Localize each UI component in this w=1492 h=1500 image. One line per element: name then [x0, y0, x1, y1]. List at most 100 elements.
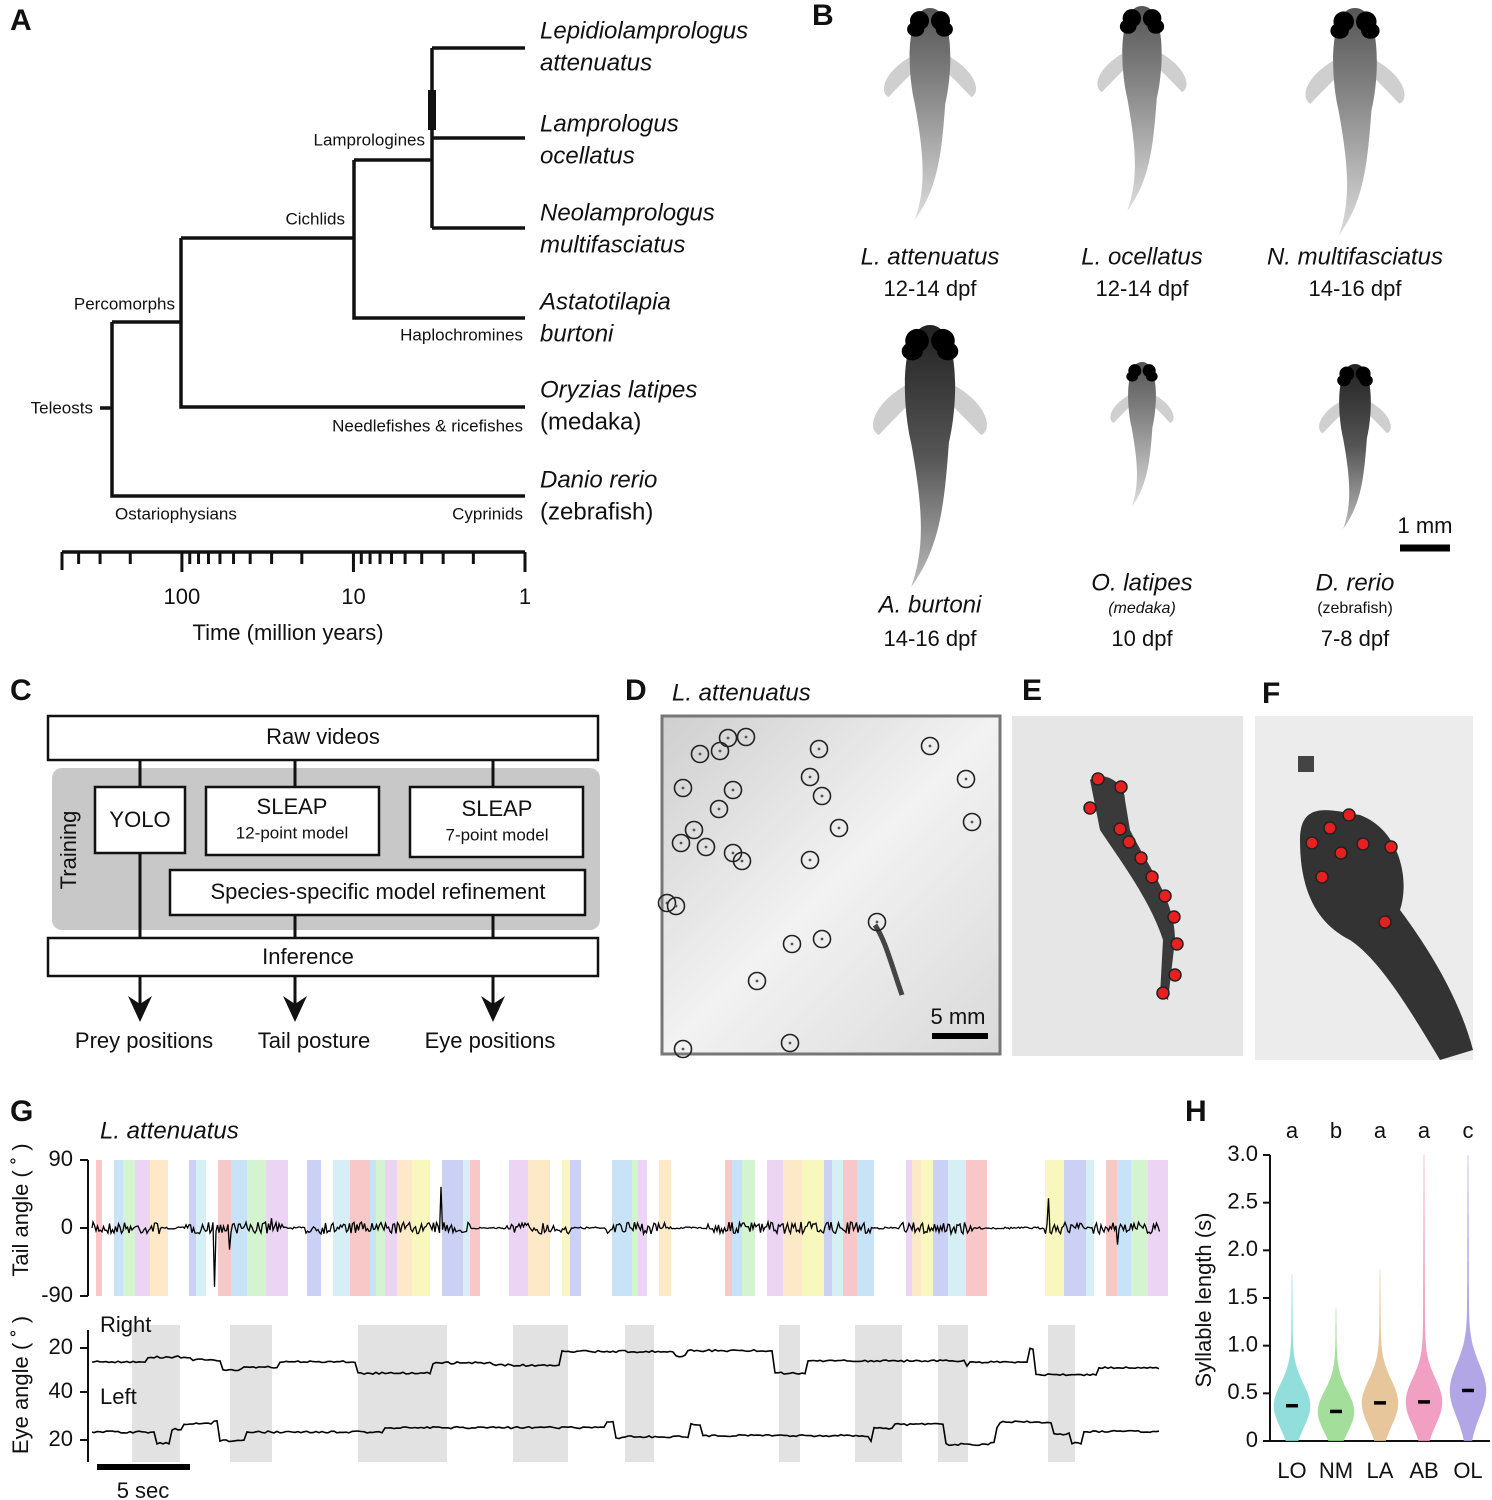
prey-circle [709, 799, 729, 819]
prey-circle [673, 1039, 693, 1059]
syllable-band [659, 1160, 671, 1296]
box-label: SLEAP [462, 796, 533, 821]
fin [873, 382, 987, 436]
output-label: Eye positions [425, 1028, 556, 1053]
species-name: Oryzias latipes [540, 376, 697, 403]
keypoint [1134, 851, 1148, 865]
tick-label: 1.0 [1227, 1331, 1258, 1356]
saccade-shade [938, 1325, 968, 1462]
prey-dot [755, 979, 759, 983]
common-name: (zebrafish) [1317, 600, 1393, 617]
keypoint [1158, 889, 1172, 903]
panel-label: E [1022, 674, 1042, 707]
keypoint [1334, 846, 1348, 860]
species-name: D. rerio [1316, 569, 1395, 596]
tick-label: 0 [61, 1214, 73, 1239]
prey-dot [820, 937, 824, 941]
prey-circle [782, 934, 802, 954]
scale-label: 5 mm [931, 1004, 986, 1029]
prey-dot [718, 749, 722, 753]
age-label: 12-14 dpf [1096, 276, 1190, 301]
prey-circle [732, 851, 752, 871]
tick-label: 100 [164, 584, 201, 609]
violin [1449, 1155, 1487, 1441]
keypoint [1122, 835, 1136, 849]
prey-circle [800, 850, 820, 870]
larva-illustration [1110, 362, 1174, 507]
prey-dot [817, 747, 821, 751]
clade-label: Haplochromines [400, 325, 523, 344]
syllable-band [802, 1160, 824, 1296]
body [1333, 8, 1377, 236]
tick-label: 1 [519, 584, 531, 609]
prey-circle [956, 769, 976, 789]
box-label: Species-specific model refinement [210, 879, 545, 904]
age-label: 14-16 dpf [1309, 276, 1403, 301]
prey-circle [809, 739, 829, 759]
larva-head-silhouette [1300, 810, 1473, 1060]
clade-label: Percomorphs [74, 294, 175, 313]
prey-dot [674, 904, 678, 908]
larva-illustration [873, 325, 987, 587]
prey-dot [740, 859, 744, 863]
larva-silhouette [1090, 776, 1175, 1000]
clade-label: Lamprologines [313, 130, 425, 149]
significance-letter: a [1374, 1118, 1387, 1143]
output-label: Prey positions [75, 1028, 213, 1053]
prey-circle [812, 786, 832, 806]
eye [1147, 19, 1165, 34]
tick-label: -90 [41, 1282, 73, 1307]
species-name: N. multifasciatus [1267, 243, 1443, 270]
prey-circle [736, 727, 756, 747]
prey-circle [747, 971, 767, 991]
syllable-band [767, 1160, 783, 1296]
syllable-band [96, 1160, 102, 1296]
body [1339, 364, 1371, 529]
keypoint [1356, 837, 1370, 851]
prey-dot [704, 845, 708, 849]
age-label: 12-14 dpf [884, 276, 978, 301]
syllable-band [783, 1160, 802, 1296]
box-label: SLEAP [257, 794, 328, 819]
prey-circle [962, 812, 982, 832]
fin [1319, 400, 1391, 434]
prey-circle [867, 912, 887, 932]
prey-circle [666, 896, 686, 916]
larva-illustration [1319, 364, 1391, 529]
saccade-shade [779, 1325, 800, 1462]
prey-circle [718, 728, 738, 748]
eye [901, 342, 923, 361]
syllable-band [231, 1160, 247, 1296]
prey-dot [928, 744, 932, 748]
syllable-band [509, 1160, 528, 1296]
syllable-band [123, 1160, 135, 1296]
box-detail: 12-point model [236, 823, 348, 842]
species-name: O. latipes [1091, 569, 1192, 596]
significance-letter: b [1330, 1118, 1342, 1143]
prey-circle [920, 736, 940, 756]
significance-letter: a [1286, 1118, 1299, 1143]
eye [1330, 22, 1349, 39]
prey-dot [726, 736, 730, 740]
box-label: Raw videos [266, 724, 380, 749]
prey-circle [800, 767, 820, 787]
prey-circle [690, 744, 710, 764]
tick-label: 2.0 [1227, 1236, 1258, 1261]
prey-circle [673, 778, 693, 798]
violin [1405, 1155, 1443, 1441]
fin [1110, 393, 1174, 423]
common-name: (medaka) [1108, 600, 1176, 617]
syllable-band [921, 1160, 933, 1296]
saccade-shade [625, 1325, 654, 1462]
keypoint [1384, 840, 1398, 854]
closeup-image [1012, 716, 1243, 1056]
tick-label: 20 [49, 1334, 73, 1359]
output-label: Tail posture [258, 1028, 371, 1053]
tick-label: 3.0 [1227, 1141, 1258, 1166]
species-name: (zebrafish) [540, 498, 653, 525]
clade-label: Teleosts [31, 398, 93, 417]
eye [1119, 19, 1137, 34]
significance-letter: a [1418, 1118, 1431, 1143]
prey-dot [788, 1041, 792, 1045]
syllable-band [906, 1160, 912, 1296]
